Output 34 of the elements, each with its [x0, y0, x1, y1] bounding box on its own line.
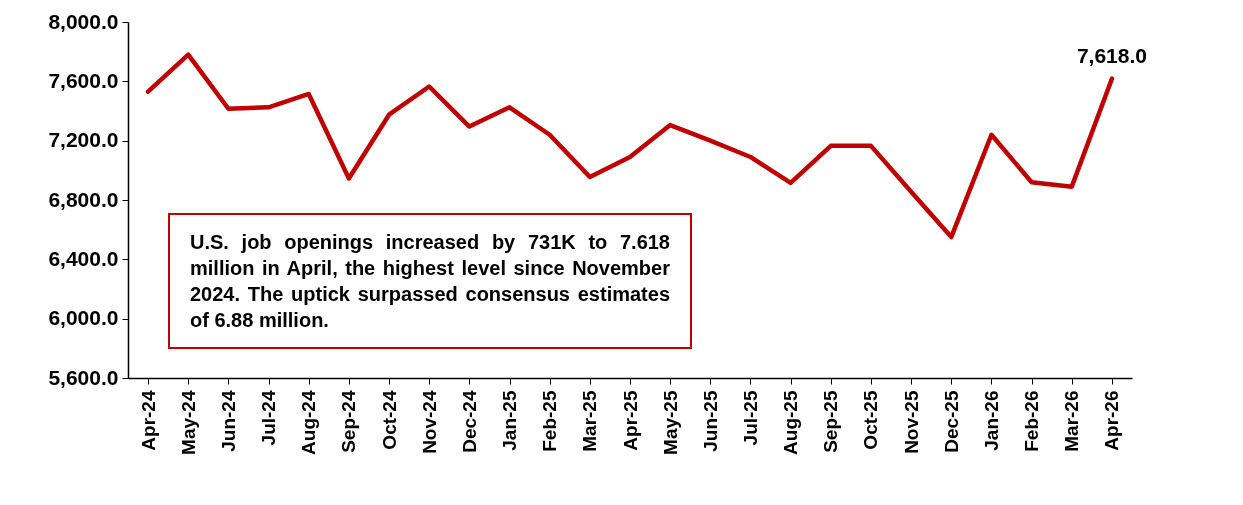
x-tick-label: Feb-25 [539, 390, 561, 452]
x-tick-label: Aug-25 [780, 390, 802, 455]
x-tick-label: Mar-25 [579, 390, 601, 452]
x-tick-label: Apr-25 [619, 390, 641, 451]
x-tick-label: Dec-24 [458, 390, 480, 453]
x-tick-label: Nov-25 [900, 390, 922, 454]
x-tick-label: Jan-25 [499, 390, 521, 451]
x-tick-label: Oct-24 [378, 390, 400, 450]
x-tick-label: Mar-26 [1061, 390, 1083, 452]
x-tick-label: Oct-25 [860, 390, 882, 450]
x-tick-label: Dec-25 [940, 390, 962, 453]
x-tick-label: Sep-25 [820, 390, 842, 453]
x-tick-label: Sep-24 [338, 390, 360, 453]
annotation: 7,618.0 [1076, 43, 1147, 67]
y-tick-label: 6,800.0 [48, 187, 119, 211]
y-tick-label: 8,000.0 [48, 9, 119, 33]
note-box: U.S. job openings increased by 731K to 7.618 million in April, the highest level since November 2024. The uptick surpassed consensus estimates of 6.88 million. [168, 213, 692, 349]
y-tick-label: 5,600.0 [48, 365, 119, 389]
y-tick-label: 6,000.0 [48, 306, 119, 330]
y-tick-label: 6,400.0 [48, 246, 119, 270]
x-tick-label: Jan-26 [980, 390, 1002, 451]
y-tick-label: 7,200.0 [48, 128, 119, 152]
x-tick-label: Jul-25 [739, 390, 761, 446]
x-tick-label: Apr-24 [137, 390, 159, 451]
x-tick-label: Jul-24 [258, 390, 280, 446]
x-tick-label: Jun-25 [699, 390, 721, 452]
x-tick-label: May-25 [659, 390, 681, 455]
x-tick-label: Feb-26 [1021, 390, 1043, 452]
x-tick-label: Apr-26 [1101, 390, 1123, 451]
x-tick-label: Nov-24 [418, 390, 440, 454]
x-tick-label: May-24 [177, 390, 199, 455]
y-tick-label: 7,600.0 [48, 68, 119, 92]
x-tick-label: Aug-24 [298, 390, 320, 455]
x-tick-label: Jun-24 [217, 390, 239, 452]
